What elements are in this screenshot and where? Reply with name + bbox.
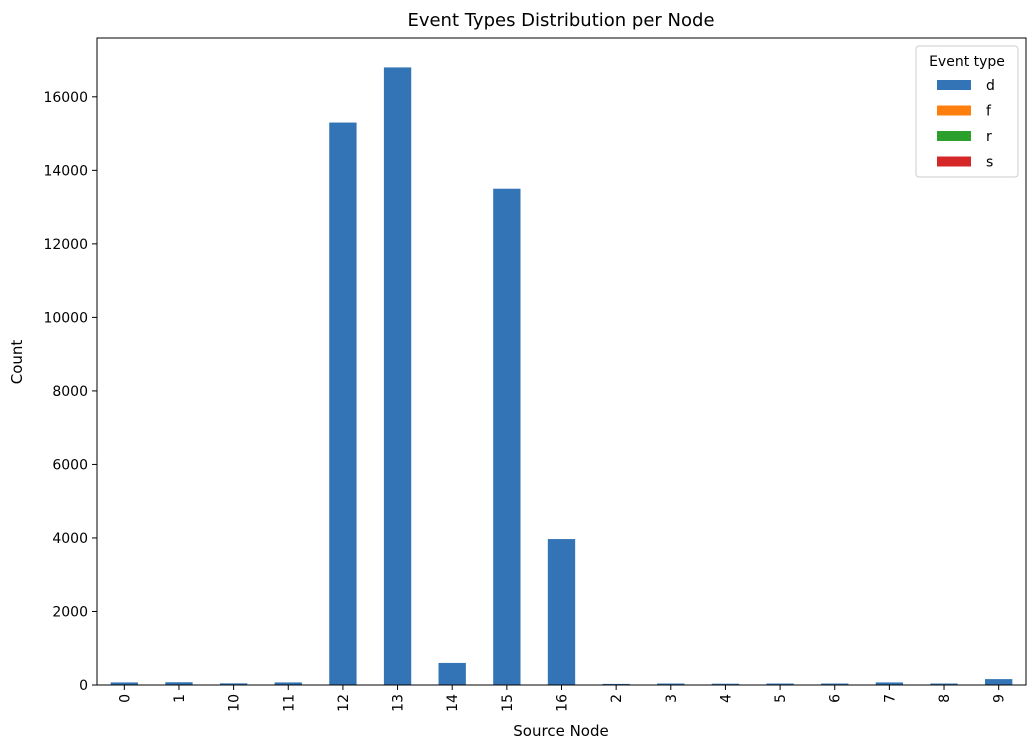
bar-d-node-8 — [930, 683, 958, 685]
x-tick-label: 8 — [937, 694, 953, 703]
x-tick-label: 1 — [172, 694, 188, 703]
bar-d-node-2 — [602, 683, 630, 685]
x-tick-label: 2 — [609, 694, 625, 703]
x-tick-label: 3 — [664, 694, 680, 703]
x-tick-label: 12 — [336, 694, 352, 712]
x-tick-label: 11 — [281, 694, 297, 712]
y-tick-label: 16000 — [43, 90, 88, 106]
bar-d-node-12 — [329, 122, 357, 686]
bar-d-node-7 — [875, 682, 904, 685]
bar-d-node-3 — [657, 683, 685, 685]
y-tick-label: 0 — [79, 678, 88, 694]
bar-d-node-13 — [383, 67, 412, 685]
y-tick-label: 12000 — [43, 237, 88, 253]
x-tick-label: 10 — [227, 694, 243, 712]
bar-d-node-9 — [985, 679, 1013, 685]
y-tick-label: 8000 — [52, 384, 88, 400]
bar-d-node-14 — [438, 662, 466, 685]
x-axis-label: Source Node — [513, 722, 608, 740]
legend-swatch-f — [937, 105, 971, 116]
y-axis-ticks: 0 2000 4000 6000 8000 10000 12000 14000 16000 — [43, 90, 97, 694]
x-tick-label: 6 — [828, 694, 844, 703]
bar-d-node-0 — [110, 682, 138, 685]
x-tick-label: 15 — [500, 694, 516, 712]
y-tick-label: 14000 — [43, 163, 88, 179]
y-tick-label: 4000 — [52, 531, 88, 547]
legend-label-r: r — [986, 129, 992, 145]
bar-d-node-10 — [219, 683, 248, 685]
x-tick-label: 14 — [445, 694, 461, 712]
bar-d-node-6 — [821, 683, 849, 685]
legend-swatch-s — [937, 156, 971, 167]
y-tick-label: 2000 — [52, 604, 88, 620]
legend-title: Event type — [929, 54, 1005, 70]
legend-swatch-r — [937, 131, 971, 141]
x-tick-label: 5 — [773, 694, 789, 703]
x-tick-label: 4 — [718, 694, 734, 703]
bars — [110, 67, 1013, 686]
y-tick-label: 10000 — [43, 310, 88, 326]
plot-frame — [96, 37, 1027, 686]
bar-d-node-5 — [766, 683, 794, 685]
legend-swatch-d — [937, 80, 971, 90]
bar-d-node-1 — [165, 682, 193, 685]
x-tick-label: 16 — [555, 694, 571, 712]
x-tick-label: 13 — [391, 694, 407, 712]
x-axis-ticks: 0 1 10 11 12 13 14 15 16 2 3 4 5 6 7 8 9 — [117, 685, 1008, 712]
chart-title: Event Types Distribution per Node — [407, 10, 714, 31]
y-axis-label: Count — [8, 340, 26, 385]
x-tick-label: 7 — [882, 694, 898, 703]
y-tick-label: 6000 — [52, 457, 88, 473]
legend-label-d: d — [986, 78, 995, 94]
legend-label-s: s — [986, 155, 993, 171]
legend-label-f: f — [986, 104, 992, 120]
x-tick-label: 0 — [117, 694, 133, 703]
x-tick-label: 9 — [992, 694, 1008, 703]
bar-d-node-15 — [493, 188, 521, 685]
bar-d-node-11 — [274, 682, 302, 685]
bar-d-node-4 — [711, 683, 740, 685]
bar-d-node-16 — [547, 539, 576, 685]
